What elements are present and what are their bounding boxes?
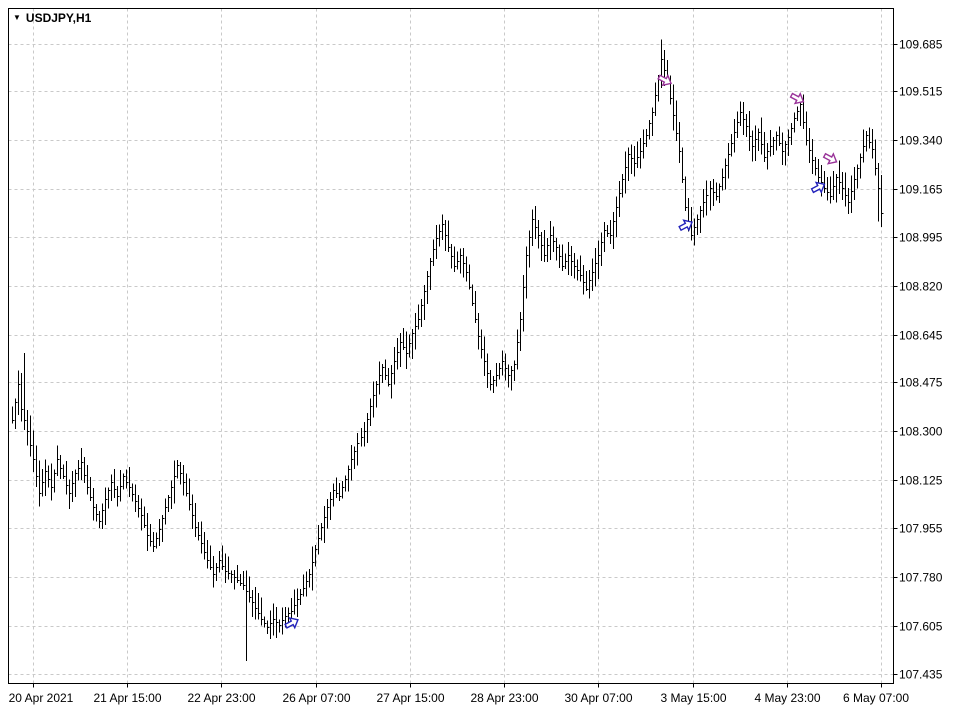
price-tick-label: 109.340	[899, 134, 943, 148]
dropdown-triangle-icon[interactable]: ▼	[13, 13, 21, 22]
price-tick-label: 107.955	[899, 522, 943, 536]
time-tick-label: 28 Apr 23:00	[470, 691, 538, 705]
price-tick-label: 108.475	[899, 376, 943, 390]
time-tick-label: 26 Apr 07:00	[282, 691, 350, 705]
price-tick-label: 109.685	[899, 38, 943, 52]
price-tick-label: 107.435	[899, 668, 943, 682]
price-tick-label: 107.780	[899, 571, 943, 585]
price-tick-label: 107.605	[899, 620, 943, 634]
chart-border	[8, 8, 894, 684]
price-tick-label: 108.645	[899, 329, 943, 343]
time-tick-label: 20 Apr 2021	[9, 691, 74, 705]
price-tick-label: 108.300	[899, 425, 943, 439]
time-tick-label: 4 May 23:00	[754, 691, 820, 705]
price-tick-label: 108.125	[899, 474, 943, 488]
time-tick-label: 27 Apr 15:00	[376, 691, 444, 705]
time-tick-label: 30 Apr 07:00	[564, 691, 632, 705]
sell-arrow[interactable]	[822, 151, 839, 167]
buy-arrow[interactable]	[810, 179, 827, 195]
buy-arrow[interactable]	[283, 615, 300, 631]
sell-arrow[interactable]	[657, 72, 674, 88]
price-tick-label: 108.820	[899, 280, 943, 294]
sell-arrow[interactable]	[789, 90, 806, 106]
time-tick-label: 22 Apr 23:00	[187, 691, 255, 705]
symbol-period-label: ▼ USDJPY,H1	[13, 11, 91, 25]
time-tick-label: 3 May 15:00	[660, 691, 726, 705]
price-tick-label: 109.515	[899, 85, 943, 99]
symbol-title: USDJPY,H1	[25, 11, 92, 25]
price-tick-label: 109.165	[899, 183, 943, 197]
time-tick-label: 6 May 07:00	[843, 691, 909, 705]
time-tick-label: 21 Apr 15:00	[93, 691, 161, 705]
buy-arrow[interactable]	[678, 217, 695, 233]
price-tick-label: 108.995	[899, 231, 943, 245]
